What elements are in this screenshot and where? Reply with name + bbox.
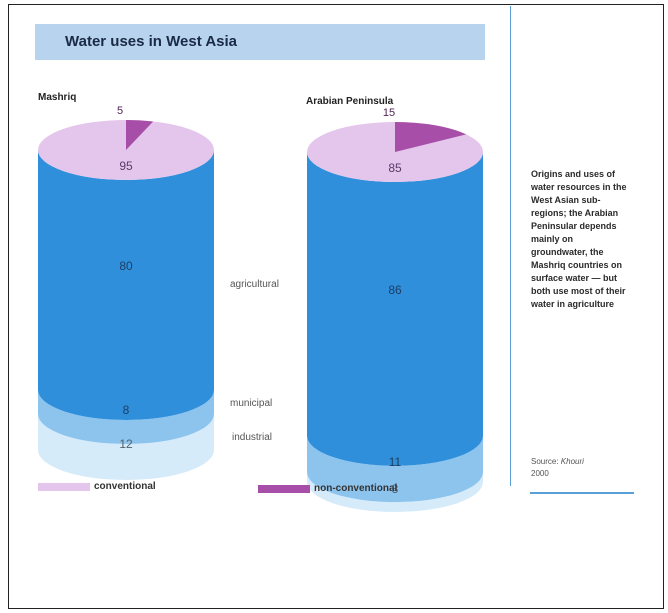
label-agricultural: agricultural bbox=[230, 279, 279, 290]
source-name: Khouri bbox=[560, 457, 584, 466]
wedge-non-conventional-mashriq bbox=[126, 120, 154, 150]
label-industrial-mashriq: 12 bbox=[119, 437, 133, 451]
label-agricultural-arabian-peninsula: 86 bbox=[388, 283, 402, 297]
source-citation: Source: Khouri 2000 bbox=[531, 456, 631, 480]
band-industrial-arabian-peninsula bbox=[307, 472, 483, 512]
band-industrial-mashriq bbox=[38, 414, 214, 480]
source-label: Source: bbox=[531, 457, 561, 466]
figure-frame bbox=[8, 4, 664, 609]
legend-swatch-conventional bbox=[38, 483, 90, 491]
band-agricultural-arabian-peninsula bbox=[307, 152, 483, 466]
figure-note: Origins and uses of water resources in t… bbox=[531, 169, 627, 309]
legend-label-non-conventional: non-conventional bbox=[314, 483, 398, 494]
label-non-conventional-mashriq: 5 bbox=[117, 105, 123, 117]
label-municipal-mashriq: 8 bbox=[123, 403, 130, 417]
band-municipal-arabian-peninsula bbox=[307, 435, 483, 503]
label-conventional-arabian-peninsula: 85 bbox=[388, 161, 402, 175]
title-banner: Water uses in West Asia bbox=[35, 24, 485, 60]
label-municipal: municipal bbox=[230, 398, 273, 409]
label-non-conventional-arabian-peninsula: 15 bbox=[383, 107, 395, 119]
chart-title: Water uses in West Asia bbox=[65, 33, 238, 50]
source-underline bbox=[530, 492, 634, 494]
legend-label-conventional: conventional bbox=[94, 481, 156, 492]
band-agricultural-mashriq bbox=[38, 150, 214, 420]
cylinder-title-mashriq: Mashriq bbox=[38, 92, 77, 103]
source-year: 2000 bbox=[531, 469, 549, 478]
label-municipal-arabian-peninsula: 11 bbox=[389, 455, 402, 469]
label-agricultural-mashriq: 80 bbox=[119, 259, 133, 273]
label-industrial-arabian-peninsula: 3 bbox=[392, 482, 399, 496]
legend-swatch-non-conventional bbox=[258, 485, 310, 493]
cylinder-title-arabian-peninsula: Arabian Peninsula bbox=[306, 96, 394, 107]
vertical-divider bbox=[510, 6, 511, 486]
label-industrial: industrial bbox=[232, 432, 273, 443]
band-municipal-mashriq bbox=[38, 390, 214, 444]
wedge-non-conventional-arabian-peninsula bbox=[395, 122, 467, 152]
label-conventional-mashriq: 95 bbox=[119, 159, 133, 173]
